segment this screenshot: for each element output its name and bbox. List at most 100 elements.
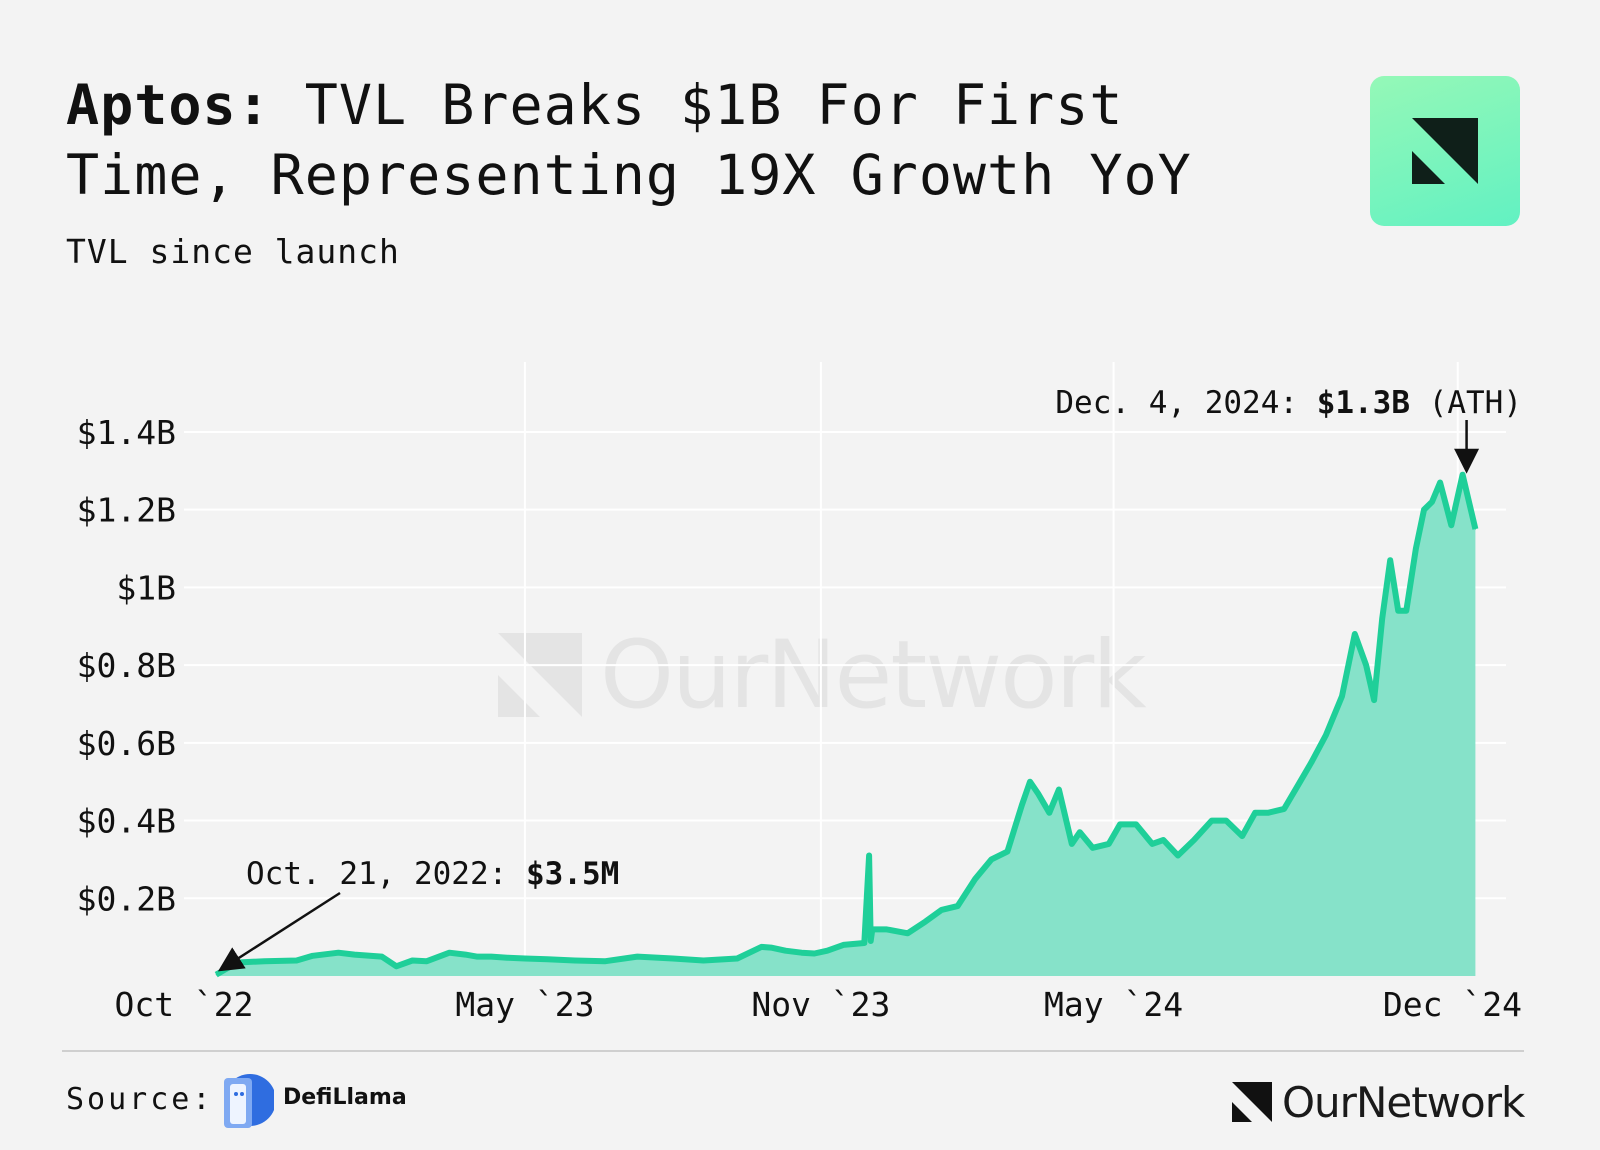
ath-annotation: Dec. 4, 2024: $1.3B (ATH) bbox=[1055, 385, 1522, 421]
tvl-point bbox=[1092, 847, 1094, 849]
chart-title: Aptos: TVL Breaks $1B For First Time, Re… bbox=[66, 70, 1306, 210]
tvl-line bbox=[214, 471, 1479, 978]
tvl-point bbox=[226, 967, 228, 969]
tvl-point bbox=[886, 928, 888, 930]
chart-title-bold: Aptos: bbox=[66, 73, 271, 137]
ath-annotation-date: Dec. 4, 2024: bbox=[1055, 385, 1316, 421]
tvl-point bbox=[1381, 617, 1383, 619]
tvl-point bbox=[464, 954, 466, 956]
footer-brand: OurNetwork bbox=[1232, 1077, 1525, 1127]
tvl-point bbox=[1119, 823, 1121, 825]
tvl-point bbox=[1354, 633, 1356, 635]
tvl-point bbox=[546, 958, 548, 960]
watermark: OurNetwork bbox=[498, 621, 1147, 730]
y-tick-label: $0.2B bbox=[77, 879, 176, 918]
tvl-point bbox=[672, 958, 674, 960]
tvl-point bbox=[1439, 481, 1441, 483]
tvl-point bbox=[1006, 851, 1008, 853]
tvl-point bbox=[957, 905, 959, 907]
tvl-point bbox=[842, 944, 844, 946]
tvl-point bbox=[395, 965, 397, 967]
tvl-point bbox=[381, 956, 383, 958]
tvl-point bbox=[940, 909, 942, 911]
tvl-point bbox=[1079, 831, 1081, 833]
tvl-point bbox=[1071, 843, 1073, 845]
tvl-point bbox=[1299, 781, 1301, 783]
tvl-point bbox=[1397, 610, 1399, 612]
tvl-point bbox=[1058, 788, 1060, 790]
tvl-point bbox=[870, 940, 872, 942]
tvl-point bbox=[1135, 823, 1137, 825]
tvl-point bbox=[784, 950, 786, 952]
tvl-point bbox=[476, 956, 478, 958]
tvl-point bbox=[353, 954, 355, 956]
tvl-point bbox=[1267, 812, 1269, 814]
tvl-point bbox=[1415, 548, 1417, 550]
tvl-point bbox=[974, 878, 976, 880]
ournetwork-footer-mark-icon bbox=[1232, 1082, 1272, 1122]
tvl-point bbox=[296, 959, 298, 961]
tvl-point bbox=[924, 921, 926, 923]
tvl-point bbox=[871, 928, 873, 930]
watermark-mark-icon bbox=[498, 633, 582, 717]
y-tick-label: $1.4B bbox=[77, 413, 176, 452]
tvl-point bbox=[524, 958, 526, 960]
tvl-point bbox=[604, 960, 606, 962]
y-tick-label: $1B bbox=[116, 568, 176, 607]
tvl-point bbox=[1193, 839, 1195, 841]
ath-annotation-suffix: (ATH) bbox=[1410, 385, 1522, 421]
footer-brand-text: OurNetwork bbox=[1282, 1077, 1525, 1127]
tvl-point bbox=[813, 952, 815, 954]
tvl-point bbox=[1225, 820, 1227, 822]
tvl-point bbox=[1310, 761, 1312, 763]
ath-annotation-value: $1.3B bbox=[1317, 385, 1410, 421]
footer-divider bbox=[62, 1050, 1524, 1052]
tvl-point bbox=[1283, 808, 1285, 810]
tvl-point bbox=[1151, 843, 1153, 845]
launch-annotation: Oct. 21, 2022: $3.5M bbox=[246, 856, 619, 892]
y-tick-label: $0.4B bbox=[77, 802, 176, 841]
tvl-point bbox=[1450, 524, 1452, 526]
tvl-point bbox=[1431, 501, 1433, 503]
tvl-point bbox=[1325, 734, 1327, 736]
tvl-point bbox=[770, 947, 772, 949]
launch-arrow bbox=[217, 891, 341, 972]
tvl-point bbox=[1048, 812, 1050, 814]
tvl-point bbox=[1254, 812, 1256, 814]
tvl-point bbox=[239, 961, 241, 963]
tvl-point bbox=[215, 974, 217, 976]
x-tick-label: May `23 bbox=[455, 985, 594, 1024]
x-tick-label: May `24 bbox=[1044, 985, 1183, 1024]
x-tick-label: Dec `24 bbox=[1383, 985, 1522, 1024]
tvl-point bbox=[1211, 820, 1213, 822]
tvl-point bbox=[1108, 843, 1110, 845]
chart-title-rest: TVL Breaks $1B For First Time, Represent… bbox=[66, 73, 1192, 207]
tvl-point bbox=[702, 959, 704, 961]
tvl-point bbox=[1162, 839, 1164, 841]
tvl-point bbox=[312, 955, 314, 957]
tvl-point bbox=[637, 956, 639, 958]
y-tick-label: $0.8B bbox=[77, 646, 176, 685]
tvl-point bbox=[263, 960, 265, 962]
x-tick-label: Nov `23 bbox=[751, 985, 890, 1024]
ournetwork-logo bbox=[1370, 76, 1520, 226]
tvl-point bbox=[1389, 559, 1391, 561]
tvl-chart: $0.2B $0.4B $0.6B $0.8B $1B $1.2B $1.4B Oct `22… bbox=[77, 362, 1522, 1024]
tvl-point bbox=[1021, 804, 1023, 806]
tvl-point bbox=[868, 855, 870, 857]
tvl-point bbox=[426, 960, 428, 962]
tvl-point bbox=[1373, 699, 1375, 701]
tvl-point bbox=[448, 952, 450, 954]
tvl-area bbox=[216, 474, 1476, 976]
tvl-point bbox=[574, 959, 576, 961]
tvl-point bbox=[490, 956, 492, 958]
tvl-point bbox=[1462, 474, 1464, 476]
launch-annotation-value: $3.5M bbox=[526, 856, 619, 892]
y-tick-label: $0.6B bbox=[77, 724, 176, 763]
tvl-point bbox=[1474, 528, 1476, 530]
defillama-logo-icon bbox=[224, 1074, 274, 1128]
tvl-point bbox=[990, 858, 992, 860]
tvl-point bbox=[736, 958, 738, 960]
watermark-text: OurNetwork bbox=[600, 620, 1147, 730]
tvl-point bbox=[863, 942, 865, 944]
